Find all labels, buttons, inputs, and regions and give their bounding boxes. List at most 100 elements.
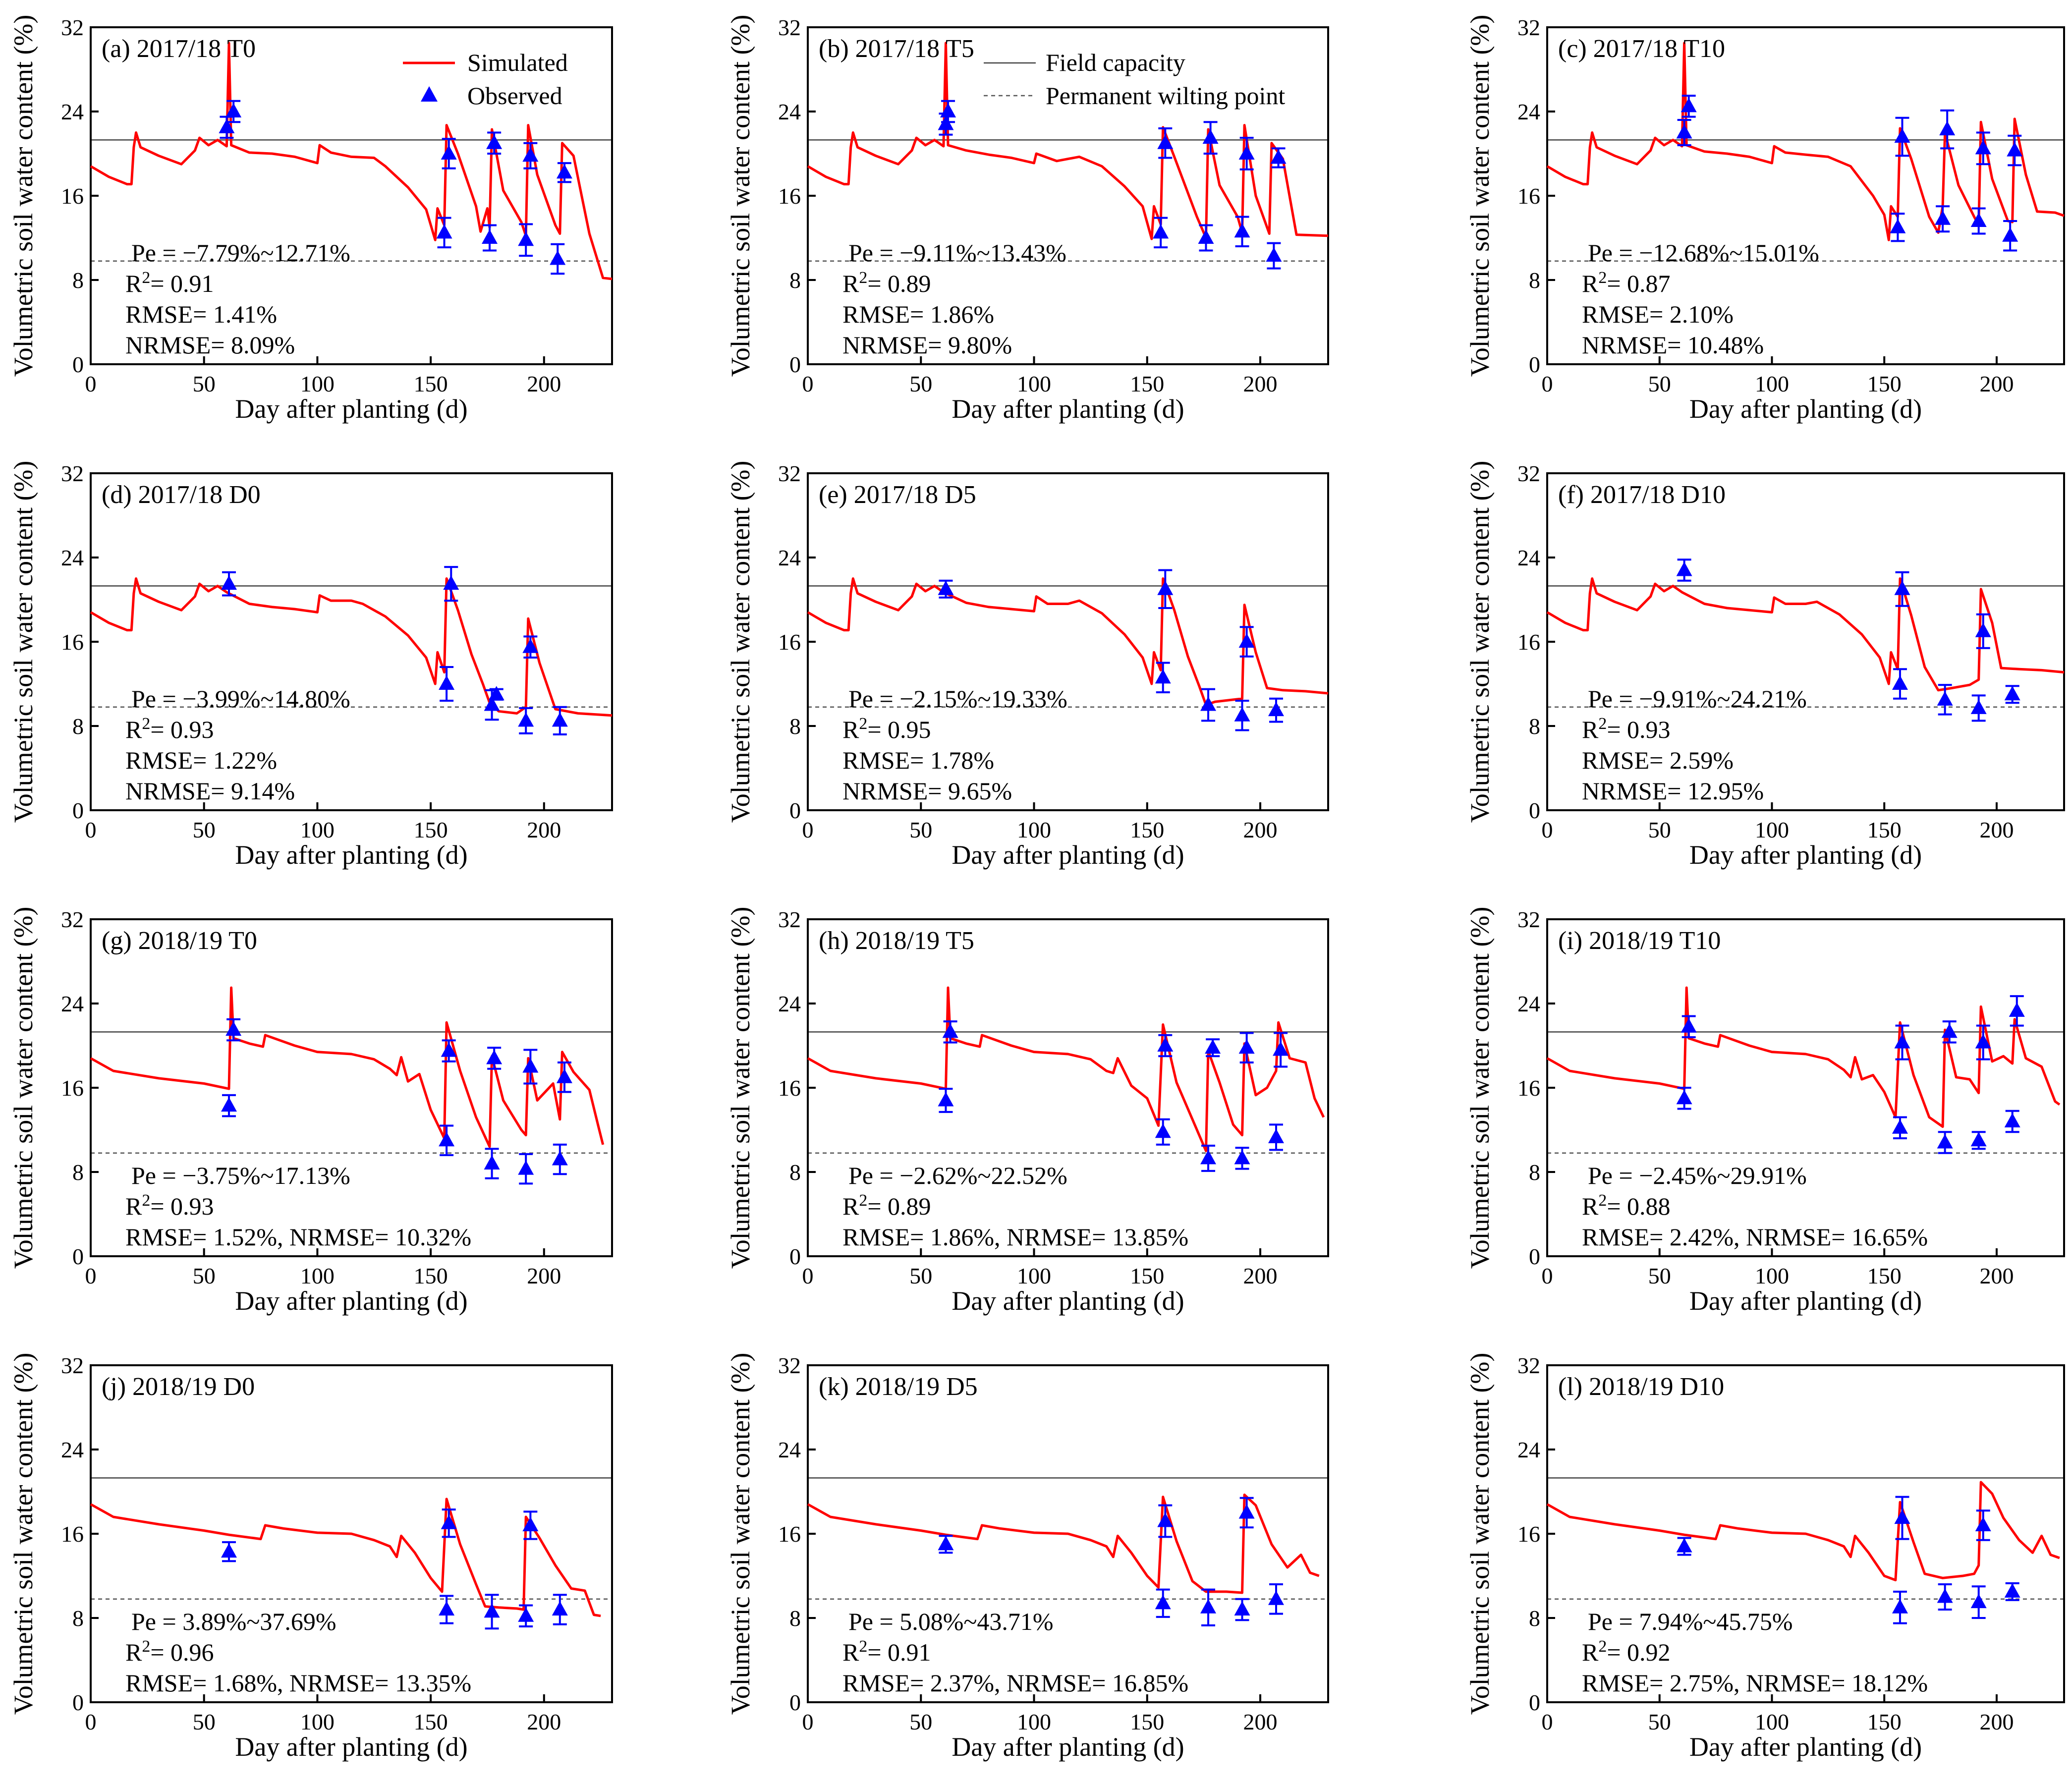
panel-h: 0 50 100 150 200 0 8 16 24 32 Day after planting (… [726,907,1329,1316]
observed-point [1970,207,1987,235]
y-tick-label: 0 [1529,352,1540,377]
observed-point [938,1535,954,1554]
observed-point [486,131,503,155]
stat-line: RMSE= 1.41% [125,300,277,328]
panel-k: 0 50 100 150 200 0 8 16 24 32 Day after planting (… [726,1353,1329,1762]
x-tick-label: 150 [414,1709,448,1734]
x-tick-label: 0 [802,1709,814,1734]
y-tick-label: 32 [61,907,84,932]
observed-point [1939,109,1956,150]
observed-point [1892,668,1908,700]
x-tick-label: 150 [1867,371,1902,396]
observed-point [1266,242,1282,270]
stat-line: RMSE= 2.42%, NRMSE= 16.65% [1582,1223,1928,1251]
y-tick-label: 16 [1517,183,1540,209]
observed-point [1892,1116,1908,1139]
y-tick-label: 8 [789,1160,801,1185]
x-tick-label: 0 [802,1263,814,1288]
observed-point [1975,613,1991,649]
x-tick-label: 200 [1979,1709,2014,1734]
x-tick-label: 200 [1243,1709,1278,1734]
y-tick-label: 24 [778,991,801,1016]
stat-line: R2= 0.96 [125,1637,214,1667]
observed-point [1155,1118,1171,1146]
observed-point [522,1510,539,1540]
observed-point [522,142,539,169]
observed-point [221,1541,237,1562]
y-tick-label: 24 [1517,99,1540,124]
y-tick-label: 16 [61,1075,84,1101]
stat-line: NRMSE= 9.80% [842,331,1012,359]
observed-point [1238,626,1255,658]
y-tick-label: 24 [1517,545,1540,570]
y-axis-title: Volumetric soil water content (%) [726,907,755,1269]
x-tick-label: 100 [1017,1709,1051,1734]
simulated-series-line [90,42,613,280]
panel-g: 0 50 100 150 200 0 8 16 24 32 Day after planting (… [8,907,613,1316]
x-tick-label: 100 [300,1263,335,1288]
observed-point [938,1088,954,1113]
y-axis-title: Volumetric soil water content (%) [726,461,755,823]
y-tick-label: 0 [789,1690,801,1715]
y-tick-label: 0 [72,1690,84,1715]
y-tick-label: 16 [1517,1075,1540,1101]
y-axis-title: Volumetric soil water content (%) [726,15,755,377]
observed-point [518,707,534,734]
x-tick-label: 100 [1017,1263,1051,1288]
observed-point [1238,137,1255,170]
x-tick-label: 50 [193,817,216,842]
observed-point [1894,571,1910,607]
x-tick-label: 150 [1130,1263,1164,1288]
observed-point [1975,131,1991,166]
x-axis-title: Day after planting (d) [952,840,1184,870]
x-tick-label: 200 [1243,817,1278,842]
x-tick-label: 0 [85,1263,97,1288]
observed-point [1894,1024,1910,1060]
x-axis-title: Day after planting (d) [952,1286,1184,1316]
panel-i: 0 50 100 150 200 0 8 16 24 32 Day after planting (… [1465,907,2065,1316]
observed-point [1205,1038,1221,1058]
y-tick-label: 0 [789,1244,801,1269]
observed-point [484,1594,500,1630]
observed-point [1937,1131,1953,1154]
x-axis-title: Day after planting (d) [235,840,467,870]
observed-point [1155,1588,1171,1618]
y-tick-label: 16 [778,1521,801,1547]
legend-reference-lines: Field capacity Permanent wilting point [984,49,1285,110]
panel-c: 0 50 100 150 200 0 8 16 24 32 Day after planting (… [1465,15,2065,424]
panel-title: (j) 2018/19 D0 [102,1373,255,1401]
observed-point [1892,1590,1908,1624]
panel-f: 0 50 100 150 200 0 8 16 24 32 Day after planting (… [1465,461,2065,870]
observed-point [1200,1144,1217,1172]
x-tick-label: 200 [1979,371,2014,396]
y-tick-label: 32 [1517,15,1540,40]
observed-point [1234,1147,1250,1170]
observed-point [1937,684,1953,716]
observed-point [219,115,235,139]
panel-title: (k) 2018/19 D5 [819,1373,978,1401]
simulated-series-line [1546,986,2061,1128]
observed-point [221,1094,237,1117]
y-tick-label: 8 [1529,1160,1540,1185]
stat-line: RMSE= 1.52%, NRMSE= 10.32% [125,1223,471,1251]
y-tick-label: 24 [778,545,801,570]
stat-line: Pe = 7.94%~45.75% [1588,1608,1793,1635]
observed-point [1198,224,1214,252]
stat-line: RMSE= 1.78% [842,746,994,774]
x-tick-label: 100 [1755,371,1789,396]
stat-line: NRMSE= 9.14% [125,777,295,805]
y-axis-title: Volumetric soil water content (%) [1465,1353,1495,1715]
legend-simulated-label: Simulated [467,49,568,76]
observed-point [556,1061,572,1093]
observed-point [439,1595,455,1624]
panel-e: 0 50 100 150 200 0 8 16 24 32 Day after planting (… [726,461,1329,870]
x-tick-label: 50 [193,1263,216,1288]
x-tick-label: 0 [802,371,814,396]
observed-point [1975,1024,1991,1060]
y-tick-label: 24 [61,99,84,124]
x-tick-label: 150 [414,1263,448,1288]
observed-point [1157,127,1174,159]
panel-title: (h) 2018/19 T5 [819,927,974,955]
stat-line: R2= 0.93 [1582,715,1671,744]
panel-title: (d) 2017/18 D0 [102,481,261,509]
